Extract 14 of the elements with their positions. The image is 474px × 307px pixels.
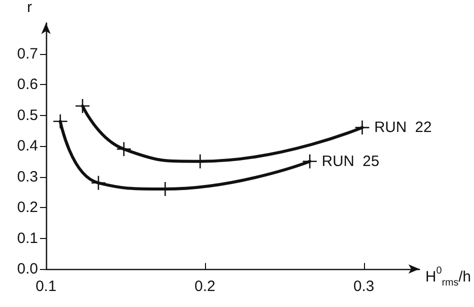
y-tick-label: 0.4 <box>17 138 38 154</box>
x-tick-label: 0.3 <box>353 278 374 295</box>
series-label: RUN 25 <box>322 152 380 170</box>
y-tick-label: 0.6 <box>17 76 38 93</box>
y-tick-label: 0.0 <box>17 260 38 278</box>
y-tick-label: 0.7 <box>17 45 38 62</box>
series-label: RUN 22 <box>374 119 432 136</box>
y-tick-label: 0.5 <box>17 106 38 124</box>
y-tick-label: 0.3 <box>17 168 38 186</box>
y-tick-label: 0.1 <box>17 230 38 247</box>
y-tick-label: 0.2 <box>17 199 38 216</box>
y-axis-title: r <box>27 0 32 16</box>
x-tick-label: 0.1 <box>36 278 56 295</box>
x-tick-label: 0.2 <box>194 278 216 295</box>
